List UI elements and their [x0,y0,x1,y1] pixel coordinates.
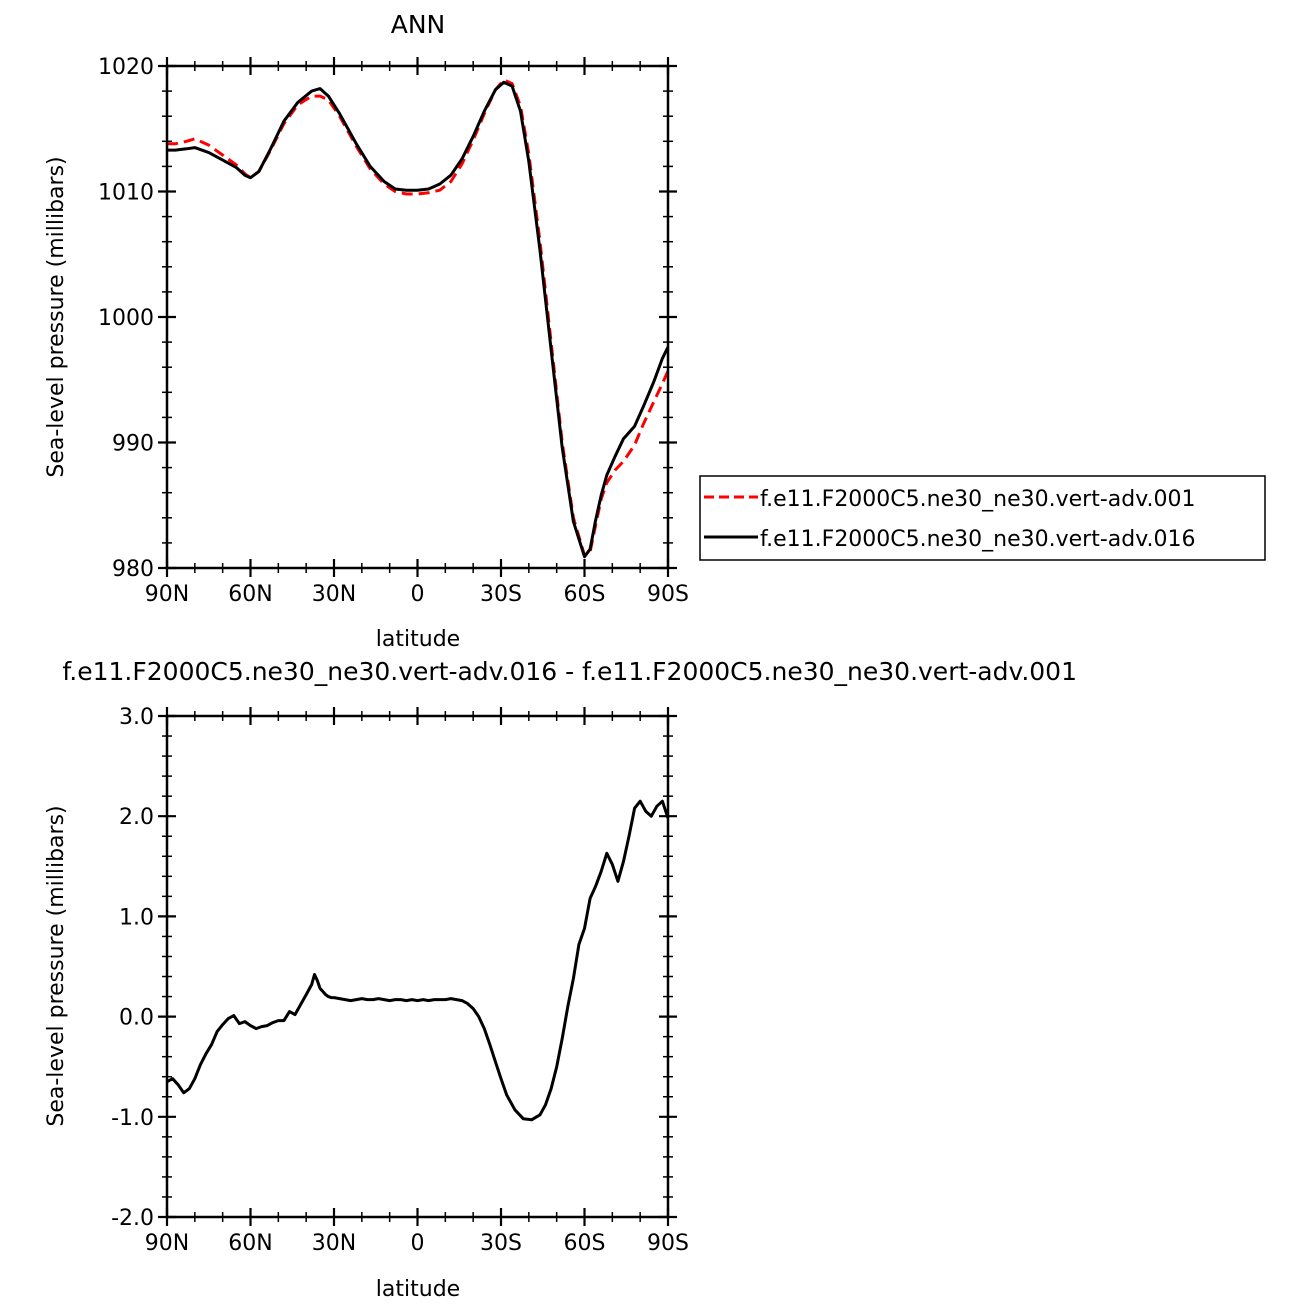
bottom-x-axis: 90N 60N 30N 0 30S 60S 90S [145,707,689,1256]
top-x-tick-label: 30N [312,582,356,607]
bottom-x-tick-label: 0 [411,1231,425,1256]
top-x-tick-label: 60S [564,582,606,607]
top-y-tick-label: 1000 [98,306,154,331]
top-y-axis: 980 990 1000 1010 1020 [98,55,677,582]
top-x-axis: 90N 60N 30N 0 30S 60S 90S [145,57,689,607]
top-series-line-2 [167,80,670,559]
top-series-line-1 [167,78,670,557]
top-x-tick-label: 90S [647,582,689,607]
legend-box [699,475,1266,561]
top-x-tick-label: 60N [228,582,272,607]
top-y-tick-label: 1010 [98,181,154,206]
top-chart-title: ANN [391,10,446,39]
bottom-series-lines [166,799,670,1122]
bottom-x-tick-label: 60N [228,1231,272,1256]
bottom-y-tick-label: 1.0 [119,905,154,930]
legend-label-series-2: f.e11.F2000C5.ne30_ne30.vert-adv.016 [760,527,1196,552]
bottom-y-axis: -2.0 -1.0 0.0 1.0 2.0 3.0 [111,705,677,1231]
top-y-axis-label: Sea-level pressure (millibars) [44,156,69,477]
bottom-x-axis-label: latitude [376,1277,460,1302]
bottom-y-tick-label: -2.0 [111,1206,154,1231]
bottom-y-tick-label: -1.0 [111,1106,154,1131]
bottom-x-tick-label: 30S [480,1231,522,1256]
bottom-y-axis-label: Sea-level pressure (millibars) [44,805,69,1126]
top-x-tick-label: 90N [145,582,189,607]
top-y-tick-label: 1020 [98,55,154,80]
bottom-chart-title: f.e11.F2000C5.ne30_ne30.vert-adv.016 - f… [62,657,1077,686]
bottom-y-tick-label: 3.0 [119,705,154,730]
top-x-tick-label: 30S [480,582,522,607]
bottom-x-tick-label: 90N [145,1231,189,1256]
bottom-y-tick-label: 2.0 [119,805,154,830]
bottom-series-line-1 [166,799,670,1122]
top-x-tick-label: 0 [411,582,425,607]
bottom-x-tick-label: 30N [312,1231,356,1256]
bottom-chart-panel: f.e11.F2000C5.ne30_ne30.vert-adv.016 - f… [44,657,1077,1302]
bottom-x-tick-label: 60S [564,1231,606,1256]
top-series-lines [167,78,670,559]
top-y-tick-label: 980 [112,557,154,582]
top-plot-frame [165,64,670,570]
bottom-y-tick-label: 0.0 [119,1006,154,1031]
legend-label-series-1: f.e11.F2000C5.ne30_ne30.vert-adv.001 [760,487,1196,512]
top-y-tick-label: 990 [112,432,154,457]
bottom-plot-frame [165,714,670,1219]
top-x-axis-label: latitude [376,627,460,652]
legend: f.e11.F2000C5.ne30_ne30.vert-adv.001 f.e… [699,475,1266,561]
bottom-x-tick-label: 90S [647,1231,689,1256]
